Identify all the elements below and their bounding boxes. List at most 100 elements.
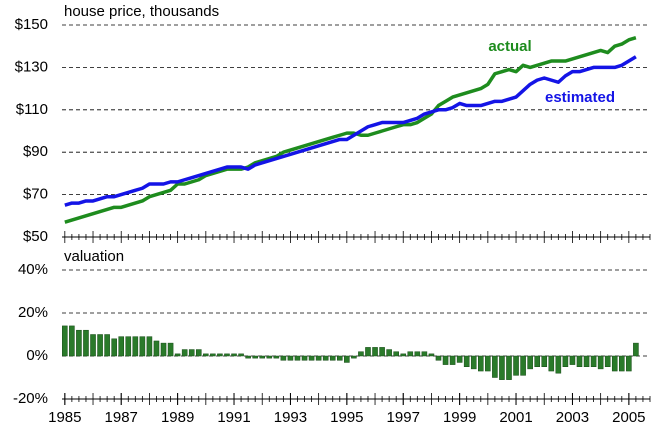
line	[64, 55, 637, 207]
bar	[365, 347, 371, 357]
bar	[604, 355, 611, 367]
x-tick-label: 1985	[48, 409, 81, 426]
bar	[414, 351, 421, 357]
bar	[153, 340, 160, 357]
bar	[83, 329, 89, 357]
bar	[301, 355, 308, 361]
bar	[287, 355, 294, 361]
bar	[266, 355, 273, 359]
bar	[146, 336, 153, 357]
bar	[492, 355, 498, 378]
bar	[400, 353, 407, 357]
bar	[633, 342, 639, 357]
bar	[111, 338, 117, 357]
chart-title: house price, thousands	[64, 3, 219, 20]
y-tick-label: 40%	[18, 261, 48, 278]
bar	[485, 355, 491, 372]
bar	[534, 355, 540, 367]
bar	[527, 355, 533, 370]
bar	[583, 355, 590, 367]
bar	[231, 353, 237, 357]
bar	[90, 334, 96, 357]
y-tick-label: $150	[15, 16, 48, 33]
bar	[118, 336, 125, 357]
bar	[76, 329, 82, 357]
bar	[386, 349, 392, 357]
x-tick-label: 1999	[443, 409, 476, 426]
bar	[421, 351, 428, 357]
bar	[252, 355, 258, 359]
bar	[449, 355, 456, 365]
bar	[97, 334, 103, 357]
bar	[463, 355, 470, 367]
x-tick-label: 1997	[387, 409, 420, 426]
y-tick-label: -20%	[13, 390, 48, 407]
x-tick-label: 1991	[217, 409, 250, 426]
bar	[104, 334, 110, 357]
bar	[626, 355, 632, 372]
bar	[315, 355, 322, 361]
y-tick-label: 20%	[18, 304, 48, 321]
bar	[393, 351, 399, 357]
bar	[499, 355, 505, 380]
bar	[344, 355, 350, 363]
bar	[188, 349, 195, 357]
bar	[407, 351, 414, 357]
line	[64, 36, 637, 224]
bar	[478, 355, 484, 372]
bar	[245, 355, 251, 359]
bar	[590, 355, 597, 367]
minor-ticks	[64, 231, 651, 243]
bar	[294, 355, 301, 361]
bar	[520, 355, 526, 376]
bar	[470, 355, 477, 370]
bar	[619, 355, 625, 372]
x-tick-label: 2003	[556, 409, 589, 426]
bar	[160, 342, 167, 357]
bar	[174, 353, 181, 357]
bar	[238, 353, 244, 357]
chart-title: valuation	[64, 248, 124, 265]
bar	[329, 355, 336, 361]
bar	[210, 353, 216, 357]
bar	[336, 355, 343, 361]
bar	[203, 353, 209, 357]
x-tick-label: 1989	[161, 409, 194, 426]
bar	[181, 349, 188, 357]
bar	[442, 355, 449, 365]
bar	[139, 336, 146, 357]
bar	[562, 355, 569, 367]
x-tick-label: 2005	[612, 409, 645, 426]
bar	[322, 355, 329, 361]
x-tick-label: 1993	[274, 409, 307, 426]
y-tick-label: $50	[23, 228, 48, 245]
bar	[308, 355, 315, 361]
x-tick-label: 1995	[330, 409, 363, 426]
bar	[548, 355, 555, 372]
bar	[555, 355, 562, 374]
bar	[597, 355, 604, 370]
y-tick-label: 0%	[26, 347, 48, 364]
x-tick-label: 1987	[105, 409, 138, 426]
x-tick-label: 2001	[499, 409, 532, 426]
bar	[569, 355, 576, 365]
bar	[513, 355, 519, 376]
y-tick-label: $130	[15, 58, 48, 75]
series-label: estimated	[545, 89, 615, 106]
bar	[259, 355, 266, 359]
bar	[280, 355, 287, 361]
bar	[435, 355, 442, 361]
bar	[428, 353, 435, 357]
series-label: actual	[488, 38, 531, 55]
bar	[217, 353, 223, 357]
bar	[167, 342, 174, 357]
bar	[273, 355, 280, 359]
bar	[132, 336, 139, 357]
y-tick-label: $90	[23, 143, 48, 160]
bar	[576, 355, 583, 367]
bar	[358, 351, 364, 357]
bar	[125, 336, 132, 357]
bar	[372, 347, 378, 357]
bar	[351, 355, 357, 359]
